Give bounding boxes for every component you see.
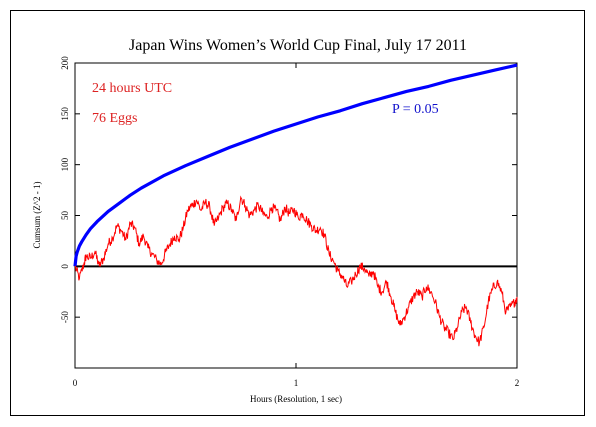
series-line-cumsum [74, 195, 518, 347]
series-label-p05: P = 0.05 [392, 102, 439, 117]
y-tick-label: 0 [60, 264, 70, 269]
x-axis-label: Hours (Resolution, 1 sec) [250, 394, 342, 404]
annotation-hours: 24 hours UTC [92, 81, 172, 96]
chart-title: Japan Wins Women’s World Cup Final, July… [129, 37, 467, 54]
y-tick-label: 100 [60, 157, 70, 171]
series-line-p05 [73, 63, 518, 267]
y-tick-label: 50 [60, 211, 70, 221]
annotation-eggs: 76 Eggs [92, 111, 138, 126]
y-axis-ticks: -50 0 50 100 150 200 [60, 56, 517, 323]
y-tick-label: -50 [60, 311, 70, 323]
x-tick-label: 0 [73, 378, 78, 388]
y-axis-label: Cumsum (Z^2 - 1) [32, 182, 42, 249]
x-axis-ticks: 0 1 2 [73, 63, 520, 388]
x-tick-label: 1 [294, 378, 299, 388]
y-tick-label: 150 [60, 107, 70, 121]
x-tick-label: 2 [515, 378, 520, 388]
y-tick-label: 200 [60, 56, 70, 70]
